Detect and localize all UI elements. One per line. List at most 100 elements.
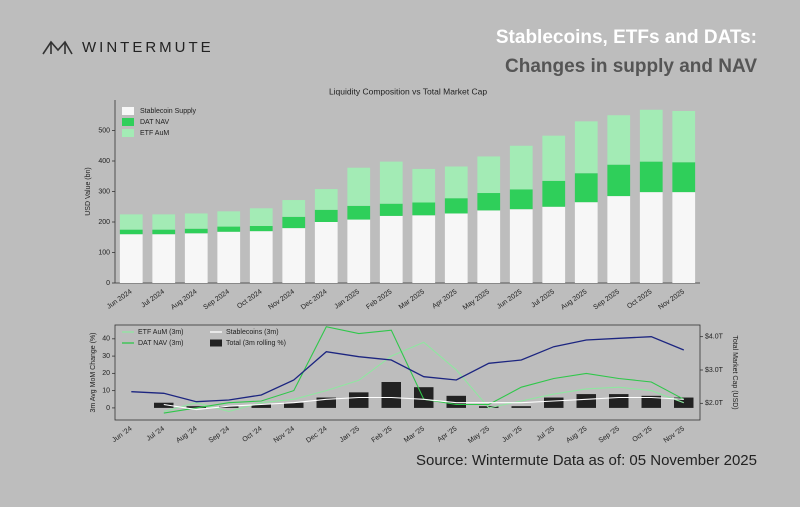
bar-segment	[249, 225, 273, 232]
y-tick-label: 500	[98, 127, 110, 134]
bar	[381, 382, 401, 408]
bar	[609, 394, 629, 408]
bar-segment	[249, 231, 273, 283]
bar-segment	[282, 228, 306, 283]
bar-segment	[347, 219, 371, 283]
bar-segment	[639, 192, 663, 283]
bar-segment	[607, 115, 631, 165]
bar-segment	[412, 168, 436, 203]
y-tick-label: 100	[98, 249, 110, 256]
subheadline: Changes in supply and NAV	[505, 56, 757, 77]
source: Source: Wintermute Data as of: 05 Novemb…	[416, 452, 757, 469]
bar-segment	[249, 208, 273, 226]
logo-icon	[42, 40, 73, 55]
bar-segment	[607, 164, 631, 197]
y2-tick-label: $2.0T	[705, 400, 724, 407]
bar	[154, 402, 174, 408]
bar-segment	[314, 189, 338, 210]
bar-segment	[542, 206, 566, 283]
bar-segment	[379, 203, 403, 216]
y-axis-label: 3m Avg MoM Change (%)	[90, 332, 97, 412]
legend-label: ETF AuM	[140, 130, 169, 137]
bar-segment	[607, 196, 631, 283]
y-tick-label: 30	[102, 353, 110, 360]
bar-segment	[639, 109, 663, 162]
y-tick-label: 300	[98, 188, 110, 195]
bar-segment	[119, 234, 143, 283]
bar-segment	[509, 189, 533, 210]
bar	[316, 397, 336, 408]
legend-swatch	[122, 129, 134, 137]
y-tick-label: 0	[106, 280, 110, 287]
bar-segment	[347, 205, 371, 220]
bar-segment	[217, 231, 241, 283]
legend-label: Total (3m rolling %)	[226, 340, 286, 347]
bar	[641, 395, 661, 408]
bar	[186, 406, 206, 408]
y2-tick-label: $4.0T	[705, 334, 724, 341]
bar	[414, 387, 434, 408]
bar	[349, 392, 369, 408]
headline: Stablecoins, ETFs and DATs:	[496, 27, 757, 48]
legend-label: Stablecoin Supply	[140, 108, 197, 115]
bar-segment	[282, 200, 306, 217]
bar-segment	[542, 135, 566, 181]
y-tick-label: 40	[102, 336, 110, 343]
bar-segment	[119, 214, 143, 230]
bar-segment	[412, 202, 436, 216]
bar-segment	[477, 156, 501, 194]
bar	[511, 406, 531, 408]
bar-segment	[152, 234, 176, 283]
bar-segment	[184, 213, 208, 229]
bar-segment	[672, 162, 696, 193]
bar-segment	[217, 226, 241, 232]
bar-segment	[379, 215, 403, 283]
bar-segment	[314, 209, 338, 222]
brand: WINTERMUTE	[82, 39, 214, 56]
y-tick-label: 20	[102, 370, 110, 377]
legend-label: Stablecoins (3m)	[226, 329, 279, 336]
bar	[284, 402, 304, 408]
y2-axis-label: Total Market Cap (USD)	[731, 335, 738, 409]
bar-segment	[477, 193, 501, 211]
bar-segment	[412, 215, 436, 283]
bar-segment	[444, 198, 468, 214]
legend-swatch	[122, 107, 134, 115]
legend-label: DAT NAV	[140, 119, 170, 126]
bar-segment	[184, 228, 208, 234]
bar	[576, 394, 596, 408]
line	[131, 336, 685, 403]
bar-segment	[444, 213, 468, 283]
bar-segment	[542, 180, 566, 207]
bar-segment	[314, 222, 338, 283]
y-axis-label: USD Value (bn)	[85, 167, 92, 216]
plot-frame	[114, 324, 701, 421]
bar-segment	[574, 173, 598, 203]
bar-segment	[639, 161, 663, 193]
bar-segment	[119, 229, 143, 235]
line	[163, 396, 684, 411]
bar-segment	[477, 210, 501, 283]
chart-title: Liquidity Composition vs Total Market Ca…	[329, 86, 487, 96]
bar	[219, 406, 239, 408]
bar-segment	[672, 192, 696, 283]
bar	[544, 397, 564, 408]
legend-swatch	[122, 118, 134, 126]
bar-segment	[217, 211, 241, 227]
bar-segment	[444, 166, 468, 199]
y-tick-label: 400	[98, 158, 110, 165]
y-tick-label: 10	[102, 387, 110, 394]
bar-segment	[347, 167, 371, 206]
y-tick-label: 0	[106, 405, 110, 412]
bar-segment	[672, 110, 696, 163]
bar-segment	[152, 214, 176, 230]
bar-segment	[152, 229, 176, 235]
bar-segment	[574, 202, 598, 283]
bar-segment	[184, 233, 208, 283]
bar-segment	[509, 145, 533, 190]
bar	[251, 404, 271, 408]
legend-label: ETF AuM (3m)	[138, 329, 184, 336]
legend-label: DAT NAV (3m)	[138, 340, 184, 347]
